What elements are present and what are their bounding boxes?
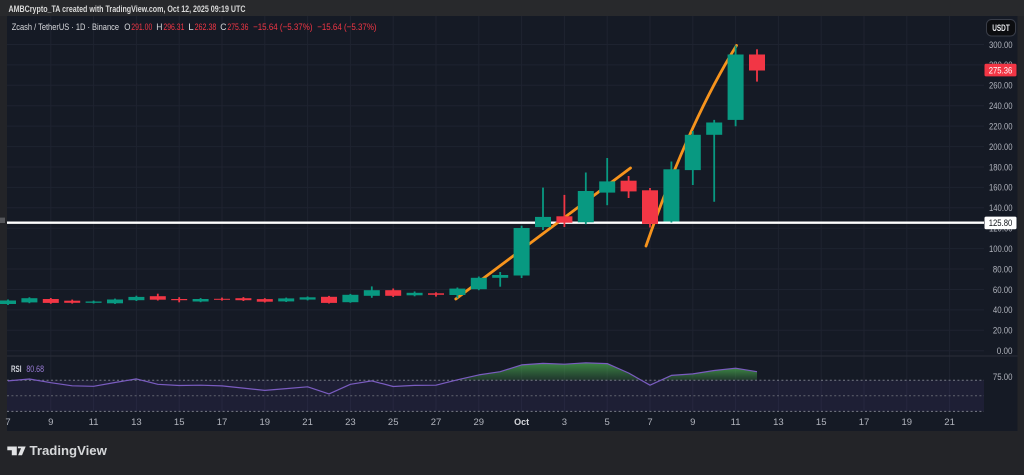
svg-text:13: 13 [773, 417, 784, 428]
svg-text:125.80: 125.80 [989, 218, 1013, 229]
svg-text:200.00: 200.00 [989, 142, 1013, 153]
svg-text:80.00: 80.00 [993, 264, 1013, 275]
svg-text:Zcash / TetherUS · 1D · Binanc: Zcash / TetherUS · 1D · Binance [12, 22, 119, 33]
svg-text:17: 17 [859, 417, 870, 428]
svg-text:RSI: RSI [11, 364, 22, 375]
svg-text:3: 3 [562, 417, 567, 428]
svg-text:140.00: 140.00 [989, 203, 1013, 214]
svg-text:C: C [220, 22, 226, 33]
svg-text:20.00: 20.00 [993, 326, 1013, 337]
svg-text:296.31: 296.31 [163, 22, 184, 33]
svg-text:275.36: 275.36 [227, 22, 248, 33]
svg-text:27: 27 [431, 417, 442, 428]
svg-text:0.00: 0.00 [997, 346, 1013, 357]
svg-text:25: 25 [388, 417, 399, 428]
svg-text:180.00: 180.00 [989, 162, 1013, 173]
svg-text:291.00: 291.00 [131, 22, 152, 33]
svg-text:7: 7 [5, 417, 10, 428]
svg-text:23: 23 [345, 417, 356, 428]
svg-text:100.00: 100.00 [989, 244, 1013, 255]
svg-text:7: 7 [647, 417, 652, 428]
svg-text:60.00: 60.00 [993, 285, 1013, 296]
svg-text:75.00: 75.00 [993, 372, 1013, 383]
svg-text:15: 15 [816, 417, 827, 428]
svg-text:O: O [124, 22, 130, 33]
svg-text:240.00: 240.00 [989, 101, 1013, 112]
svg-text:15: 15 [174, 417, 185, 428]
svg-text:L: L [188, 22, 193, 33]
svg-text:80.68: 80.68 [26, 364, 44, 375]
svg-text:29: 29 [474, 417, 485, 428]
svg-text:300.00: 300.00 [989, 40, 1013, 51]
svg-text:H: H [156, 22, 162, 33]
svg-text:21: 21 [944, 417, 955, 428]
svg-text:TradingView: TradingView [30, 443, 108, 458]
svg-text:160.00: 160.00 [989, 183, 1013, 194]
svg-text:13: 13 [131, 417, 142, 428]
svg-text:262.38: 262.38 [195, 22, 217, 33]
svg-text:−15.64 (−5.37%): −15.64 (−5.37%) [253, 22, 312, 33]
svg-text:−15.64 (−5.37%): −15.64 (−5.37%) [317, 22, 376, 33]
svg-text:260.00: 260.00 [989, 81, 1013, 92]
svg-text:19: 19 [902, 417, 913, 428]
svg-text:19: 19 [260, 417, 271, 428]
svg-text:9: 9 [690, 417, 695, 428]
svg-text:220.00: 220.00 [989, 121, 1013, 132]
svg-text:Oct: Oct [514, 417, 530, 428]
svg-text:21: 21 [302, 417, 313, 428]
svg-text:11: 11 [731, 417, 741, 428]
svg-text:11: 11 [89, 417, 99, 428]
svg-text:USDT: USDT [992, 23, 1010, 34]
svg-text:275.36: 275.36 [989, 65, 1013, 76]
svg-text:5: 5 [605, 417, 610, 428]
svg-text:9: 9 [48, 417, 53, 428]
svg-text:AMBCrypto_TA created with Trad: AMBCrypto_TA created with TradingView.co… [9, 4, 246, 15]
svg-text:17: 17 [217, 417, 228, 428]
svg-text:40.00: 40.00 [993, 305, 1013, 316]
